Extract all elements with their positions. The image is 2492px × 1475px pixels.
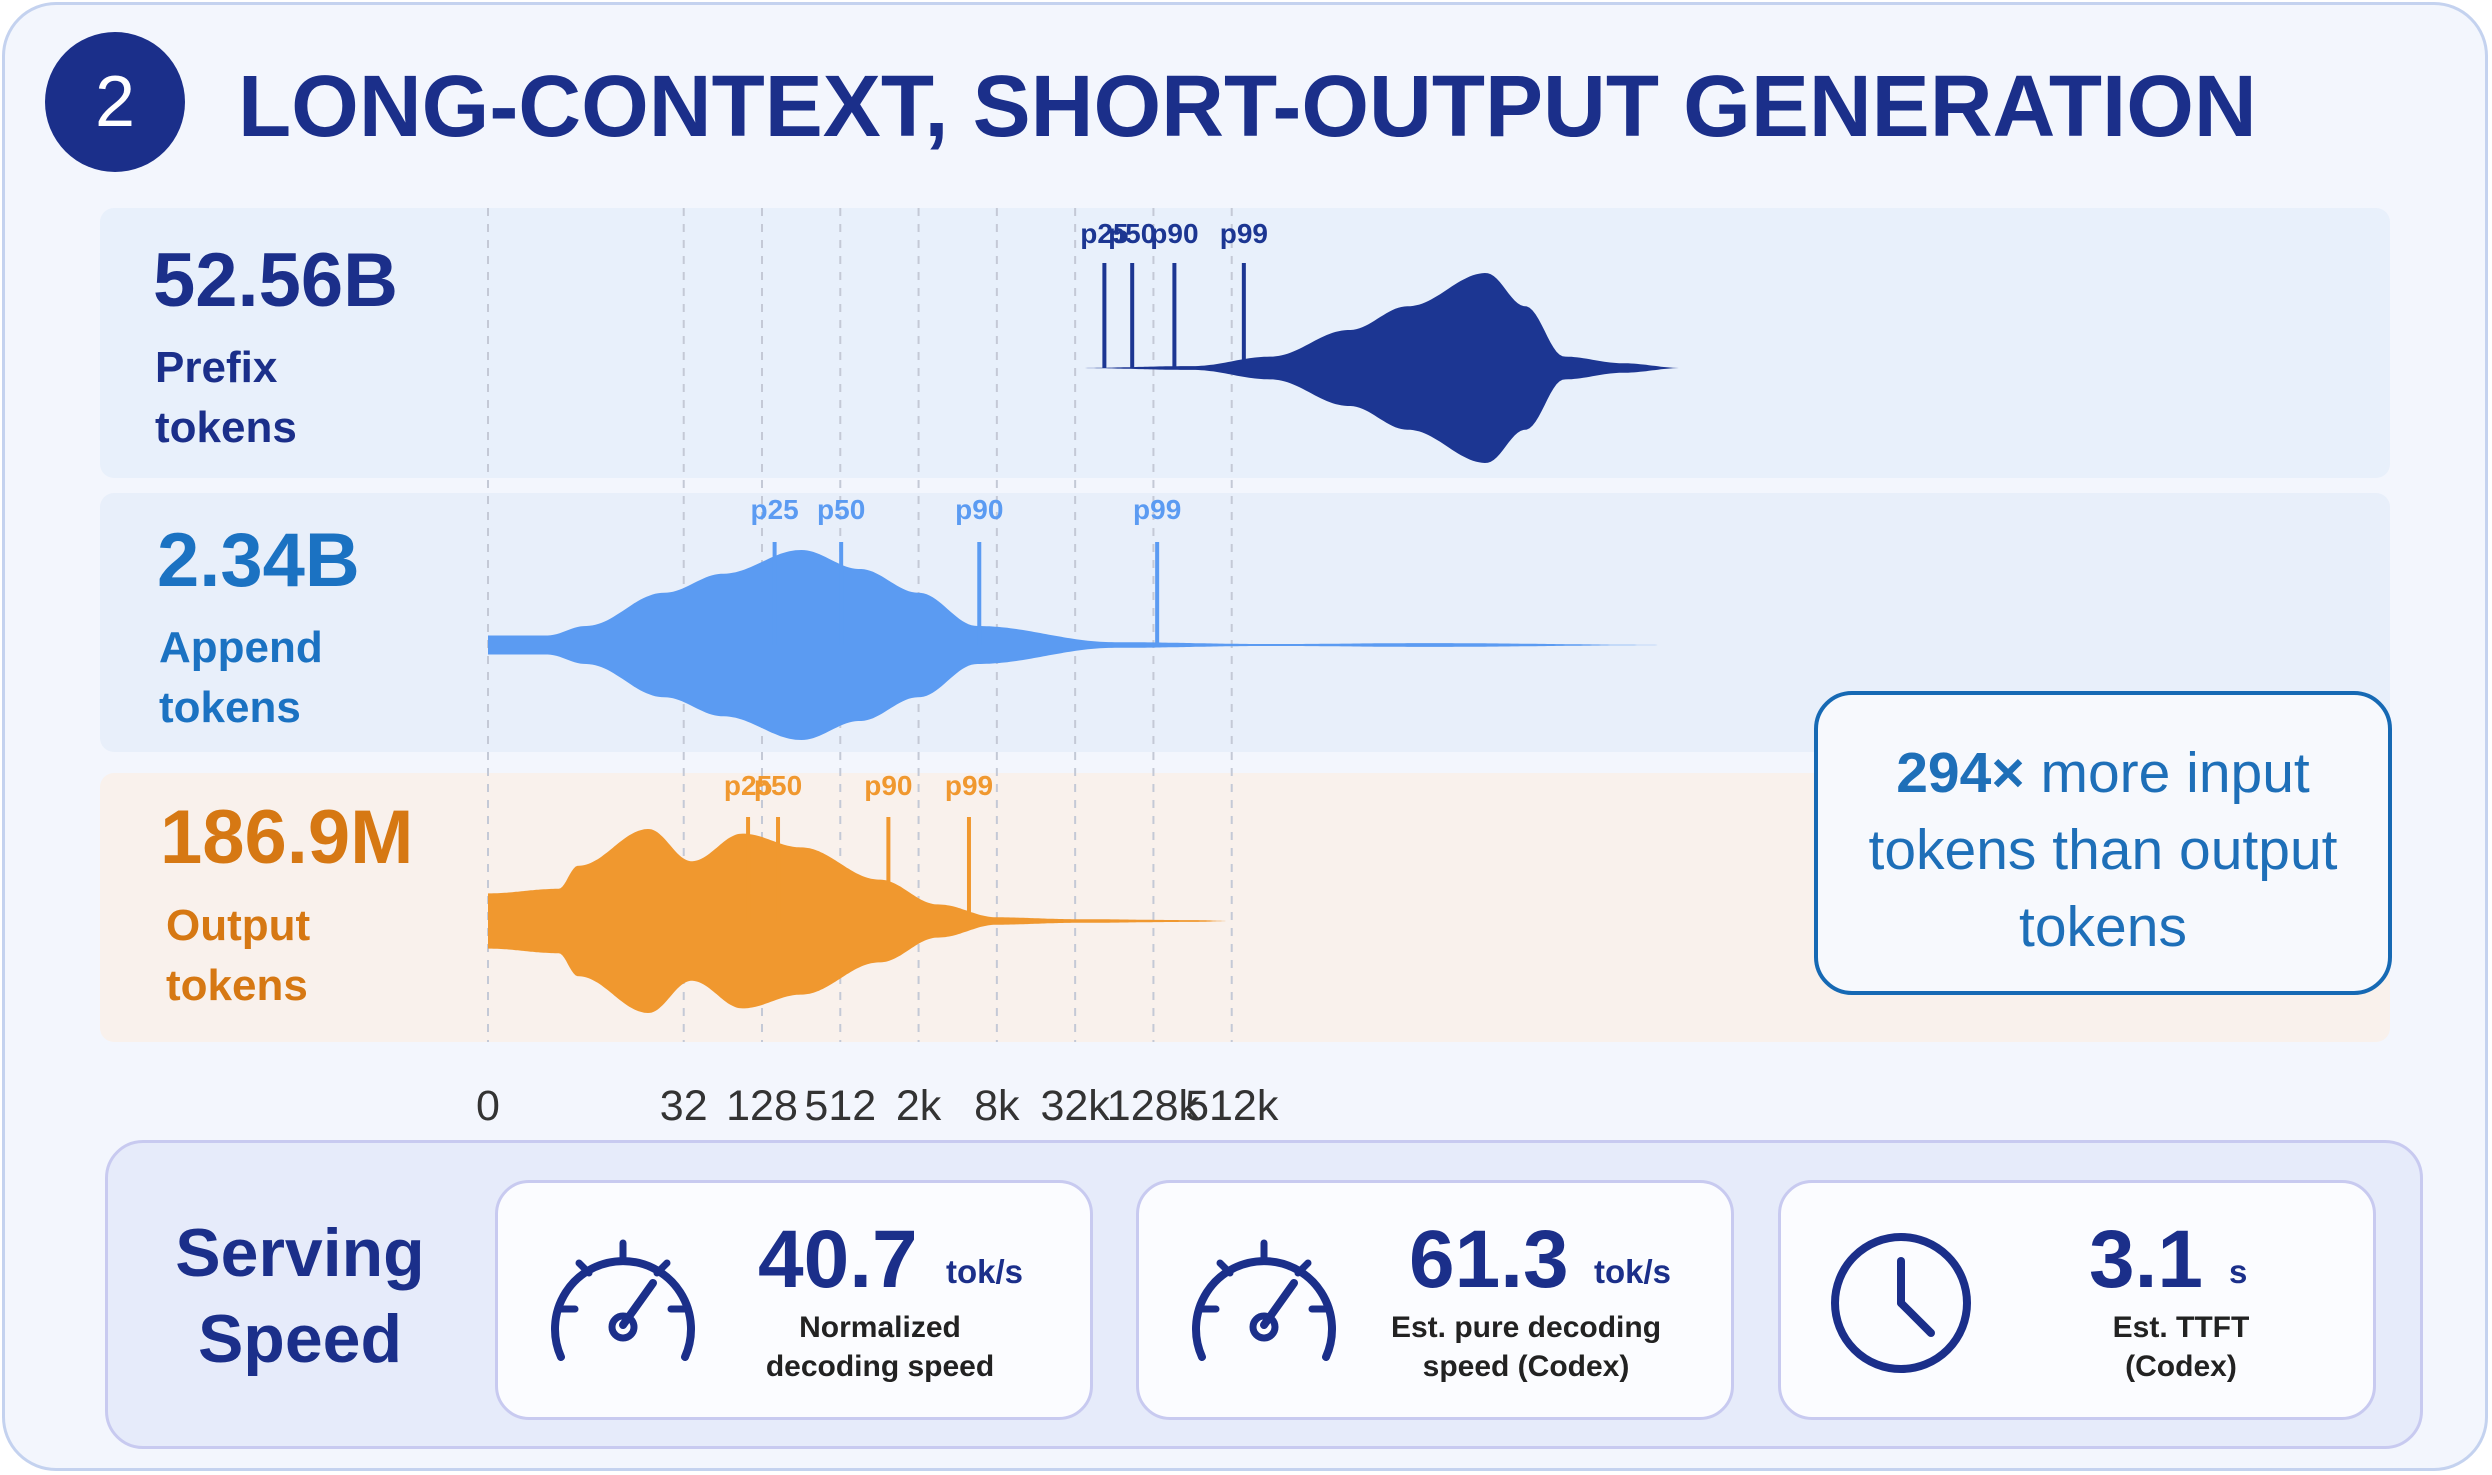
ratio-callout-text: 294× more input tokens than output token… bbox=[1818, 735, 2388, 966]
percentile-label-p99: p99 bbox=[945, 770, 993, 801]
percentile-label-p99: p99 bbox=[1220, 218, 1268, 249]
ratio-text: more input tokens than output tokens bbox=[1868, 741, 2338, 959]
output-total: 186.9M bbox=[160, 795, 414, 880]
percentile-label-p50: p50 bbox=[817, 494, 865, 525]
ratio-highlight: 294× bbox=[1896, 741, 2025, 805]
prefix-total: 52.56B bbox=[153, 238, 399, 323]
clock-icon bbox=[1831, 1233, 1971, 1373]
percentile-label-p25: p25 bbox=[750, 494, 798, 525]
percentile-label-p25: p25 bbox=[1080, 218, 1128, 249]
speedometer-icon bbox=[551, 1239, 695, 1361]
section-number: 2 bbox=[94, 62, 136, 142]
append-total: 2.34B bbox=[157, 518, 360, 603]
metric-unit: tok/s bbox=[1594, 1253, 1672, 1290]
x-tick-label: 32k bbox=[1040, 1082, 1110, 1130]
output-label: Output tokens bbox=[166, 901, 311, 1010]
metric-description: Est. TTFT (Codex) bbox=[2112, 1311, 2250, 1383]
x-tick-label: 8k bbox=[974, 1082, 1020, 1130]
x-tick-label: 0 bbox=[476, 1082, 500, 1130]
percentile-label-p90: p90 bbox=[955, 494, 1003, 525]
metric-card-ttft: 3.1 s Est. TTFT (Codex) bbox=[1778, 1180, 2376, 1420]
prefix-label: Prefix tokens bbox=[155, 343, 297, 452]
violin-output-tokens bbox=[488, 829, 1232, 1013]
serving-speed-title: Serving Speed bbox=[175, 1215, 425, 1377]
x-tick-label: 128 bbox=[726, 1082, 798, 1130]
percentile-label-p25: p25 bbox=[724, 770, 772, 801]
x-tick-label: 512 bbox=[804, 1082, 876, 1130]
x-tick-label: 128k bbox=[1107, 1082, 1201, 1130]
x-tick-label: 32 bbox=[660, 1082, 708, 1130]
metric-card-pure-decoding: 61.3 tok/s Est. pure decoding speed (Cod… bbox=[1136, 1180, 1734, 1420]
percentile-label-p50: p50 bbox=[1108, 218, 1156, 249]
percentile-label-p99: p99 bbox=[1133, 494, 1181, 525]
x-tick-label: 2k bbox=[896, 1082, 942, 1130]
metric-value: 3.1 bbox=[2089, 1214, 2203, 1305]
violin-append-tokens bbox=[488, 550, 1682, 740]
speedometer-icon bbox=[1192, 1239, 1336, 1361]
metric-value: 61.3 bbox=[1409, 1214, 1569, 1305]
ratio-callout: 294× more input tokens than output token… bbox=[1814, 691, 2392, 995]
metric-value: 40.7 bbox=[758, 1214, 918, 1305]
violin-prefix-tokens bbox=[488, 273, 1682, 463]
section-number-badge: 2 bbox=[45, 32, 185, 172]
metric-description: Normalized decoding speed bbox=[765, 1311, 995, 1383]
x-tick-label: 512k bbox=[1185, 1082, 1279, 1130]
percentile-label-p90: p90 bbox=[864, 770, 912, 801]
percentile-label-p90: p90 bbox=[1150, 218, 1198, 249]
metric-card-normalized-decoding: 40.7 tok/s Normalized decoding speed bbox=[495, 1180, 1093, 1420]
metric-unit: s bbox=[2229, 1253, 2248, 1290]
percentile-label-p50: p50 bbox=[754, 770, 802, 801]
metric-description: Est. pure decoding speed (Codex) bbox=[1390, 1311, 1662, 1383]
append-label: Append tokens bbox=[159, 623, 323, 732]
violins bbox=[488, 273, 1682, 1013]
metric-unit: tok/s bbox=[946, 1253, 1024, 1290]
figure-title: LONG-CONTEXT, SHORT-OUTPUT GENERATION bbox=[238, 58, 2257, 155]
